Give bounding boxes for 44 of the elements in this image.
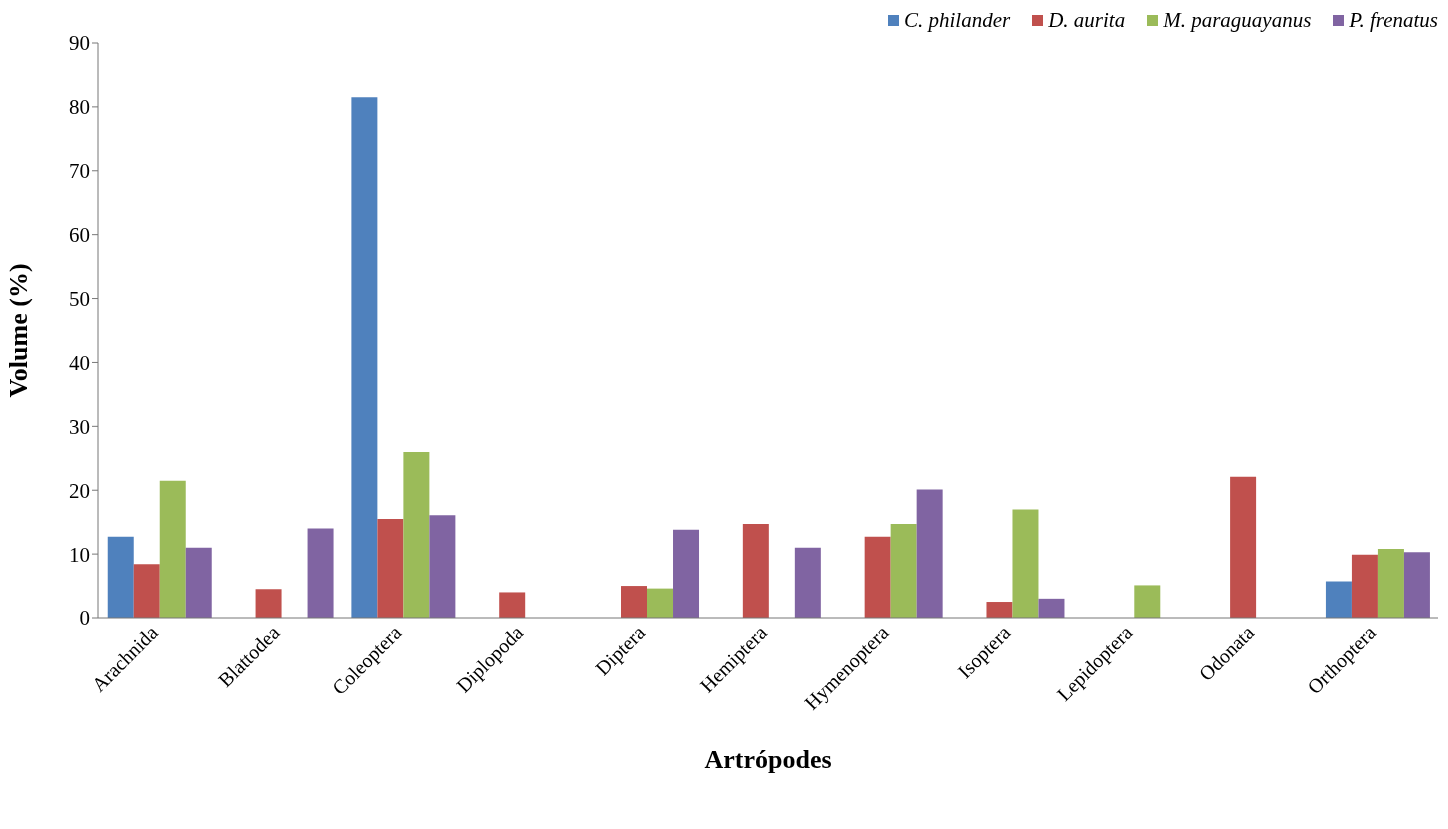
y-tick-label: 60 (69, 223, 90, 248)
y-tick-label: 20 (69, 478, 90, 503)
bar (429, 515, 456, 618)
y-tick-label: 90 (69, 31, 90, 56)
bar (647, 588, 674, 618)
bar (1038, 598, 1065, 618)
bar (1377, 549, 1404, 618)
y-tick-label: 50 (69, 287, 90, 312)
bar (403, 451, 430, 618)
bar (794, 547, 821, 618)
legend-label: D. aurita (1047, 8, 1126, 33)
y-tick-label: 30 (69, 414, 90, 439)
bar (864, 536, 891, 618)
bar (351, 97, 378, 618)
bar (107, 536, 134, 618)
bar (1403, 552, 1430, 618)
legend-label: C. philander (902, 8, 1011, 33)
legend-label: P. frenatus (1348, 8, 1438, 33)
bar (1230, 476, 1257, 618)
bar (499, 592, 526, 618)
x-axis-title: Artrópodes (704, 745, 832, 774)
bar (742, 524, 769, 618)
bar (621, 586, 648, 618)
y-tick-label: 80 (69, 95, 90, 120)
bar (673, 529, 700, 618)
y-tick-label: 40 (69, 350, 90, 375)
bar (890, 524, 917, 618)
bar (307, 528, 334, 618)
y-tick-label: 0 (79, 606, 90, 631)
y-tick-label: 70 (69, 159, 90, 184)
bar (255, 589, 282, 618)
bar (1325, 581, 1352, 618)
bar (133, 564, 160, 618)
y-axis-title: Volume (%) (4, 263, 34, 398)
bar (377, 518, 404, 618)
bar (1134, 585, 1161, 618)
y-tick-label: 10 (69, 542, 90, 567)
bar (185, 547, 212, 618)
legend-label: M. paraguayanus (1162, 8, 1312, 33)
bar (1351, 554, 1378, 618)
bar (159, 480, 186, 618)
bar (916, 489, 943, 618)
bar (1012, 509, 1039, 618)
bar (986, 602, 1013, 618)
